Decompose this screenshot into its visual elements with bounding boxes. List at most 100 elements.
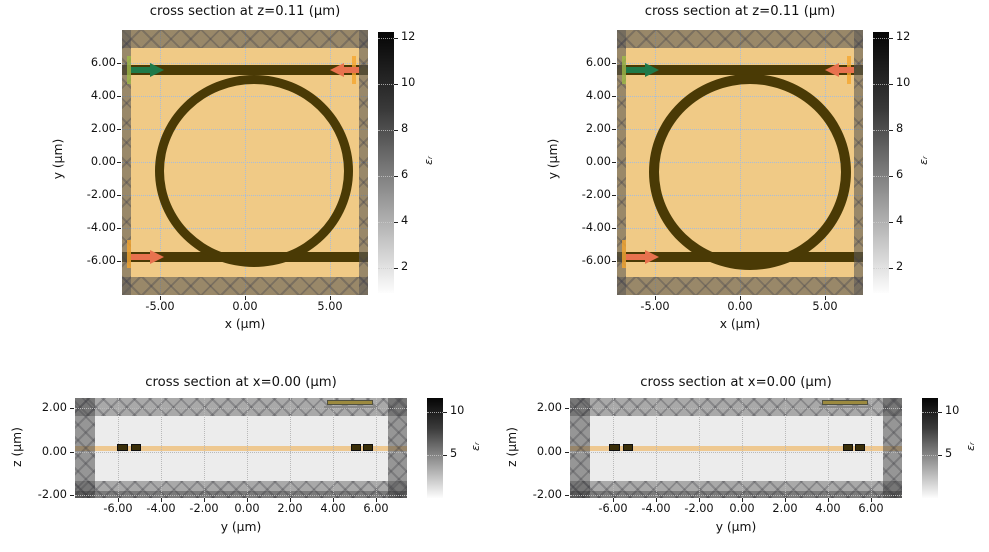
y-tick-mark <box>656 498 657 502</box>
y-tick-label: 6.00 <box>858 502 884 515</box>
panel-top-left: cross section at z=0.11 (μm) <box>0 0 495 345</box>
y-tick-label: 6.00 <box>363 502 389 515</box>
flux-monitor-bar <box>327 400 373 405</box>
y-tick-mark <box>612 129 616 130</box>
y-tick-mark <box>871 498 872 502</box>
gridline <box>699 398 700 498</box>
y-tick-mark <box>117 261 121 262</box>
plot-area-bottom-left <box>75 398 407 498</box>
y-tick-label: -4.00 <box>86 221 116 234</box>
colorbar-gridline <box>427 455 443 456</box>
x-tick-mark <box>740 296 741 300</box>
colorbar-tick-label: 12 <box>401 30 416 43</box>
y-tick-label: -2.00 <box>86 188 116 201</box>
thin-slab <box>570 446 902 451</box>
waveguide-cross-section <box>855 444 865 451</box>
source-plane <box>127 56 131 84</box>
y-tick-label: 4.00 <box>815 502 841 515</box>
pml-region-right <box>854 30 863 295</box>
plot-area-top-left <box>122 30 368 295</box>
colorbar-label: εᵣ <box>916 156 930 165</box>
y-tick-label: 2.00 <box>277 502 303 515</box>
y-tick-mark <box>612 228 616 229</box>
y-tick-mark <box>613 498 614 502</box>
colorbar-tick-mark <box>394 130 398 131</box>
colorbar-tick-label: 8 <box>401 122 409 135</box>
colorbar-tick-mark <box>889 130 893 131</box>
y-tick-mark <box>290 498 291 502</box>
pml-region-bottom <box>75 481 407 498</box>
y-tick-label: -4.00 <box>641 502 671 515</box>
pml-region-top <box>617 30 863 48</box>
mode-monitor-arrowhead <box>645 250 659 264</box>
y-axis-label: y (μm) <box>220 520 262 534</box>
colorbar-gridline <box>922 455 938 456</box>
colorbar-gridline <box>378 222 394 223</box>
gridline <box>871 398 872 498</box>
colorbar-tick-mark <box>394 222 398 223</box>
x-tick-label: 0.00 <box>232 300 258 313</box>
z-tick-mark <box>565 495 569 496</box>
colorbar-tick-label: 6 <box>896 168 904 181</box>
panel-bottom-right: cross section at x=0.00 (μm) 2 <box>495 345 989 552</box>
colorbar-gridline <box>873 176 889 177</box>
colorbar-tick-label: 8 <box>896 122 904 135</box>
z-tick-label: 2.00 <box>536 401 562 414</box>
colorbar-tick-mark <box>889 84 893 85</box>
colorbar-tick-label: 10 <box>945 404 960 417</box>
y-tick-mark <box>117 228 121 229</box>
z-axis-label: z (μm) <box>505 427 519 467</box>
x-axis-label: x (μm) <box>719 317 761 331</box>
y-tick-label: 6.00 <box>585 56 611 69</box>
y-tick-mark <box>785 498 786 502</box>
plot-area-top-right <box>617 30 863 295</box>
pml-region-bottom <box>617 277 863 295</box>
colorbar-bottom-right: 10 5 εᵣ <box>922 398 977 498</box>
colorbar-tick-mark <box>394 38 398 39</box>
bus-waveguide-top <box>122 65 368 75</box>
colorbar-gridline <box>378 84 394 85</box>
gridline <box>570 495 902 496</box>
colorbar-tick-mark <box>889 268 893 269</box>
x-tick-mark <box>245 296 246 300</box>
x-tick-label: -5.00 <box>145 300 175 313</box>
colorbar-top-left: 12 10 8 6 4 2 εᵣ <box>378 30 435 293</box>
y-tick-label: -2.00 <box>581 188 611 201</box>
flux-monitor-line <box>819 406 871 408</box>
gridline <box>290 398 291 498</box>
x-tick-mark <box>330 296 331 300</box>
y-tick-label: -6.00 <box>581 254 611 267</box>
y-tick-mark <box>161 498 162 502</box>
colorbar-gridline <box>873 84 889 85</box>
mode-source-arrowhead <box>645 63 659 77</box>
colorbar-tick-mark <box>938 412 942 413</box>
bus-waveguide-top <box>617 65 863 75</box>
x-tick-label: 5.00 <box>317 300 343 313</box>
y-tick-label: 2.00 <box>772 502 798 515</box>
y-tick-mark <box>247 498 248 502</box>
y-tick-label: 2.00 <box>585 122 611 135</box>
pml-region-right <box>883 398 902 498</box>
y-tick-label: 4.00 <box>320 502 346 515</box>
z-axis-label: z (μm) <box>10 427 24 467</box>
x-tick-mark <box>825 296 826 300</box>
colorbar-tick-label: 10 <box>896 76 911 89</box>
gridline <box>570 408 902 409</box>
waveguide-cross-section <box>131 444 141 451</box>
pml-region-left <box>570 398 590 498</box>
x-tick-label: 5.00 <box>812 300 838 313</box>
y-tick-mark <box>612 63 616 64</box>
colorbar-gridline <box>873 268 889 269</box>
y-tick-mark <box>612 261 616 262</box>
y-axis-label: y (μm) <box>51 138 65 180</box>
mode-monitor-arrowhead <box>330 63 344 77</box>
y-tick-mark <box>699 498 700 502</box>
pml-region-right <box>359 30 368 295</box>
mode-monitor-arrow <box>839 67 854 73</box>
z-tick-mark <box>70 408 74 409</box>
y-tick-mark <box>204 498 205 502</box>
x-tick-label: -5.00 <box>640 300 670 313</box>
x-tick-label: 0.00 <box>727 300 753 313</box>
gridline <box>656 398 657 498</box>
y-tick-label: 0.00 <box>729 502 755 515</box>
